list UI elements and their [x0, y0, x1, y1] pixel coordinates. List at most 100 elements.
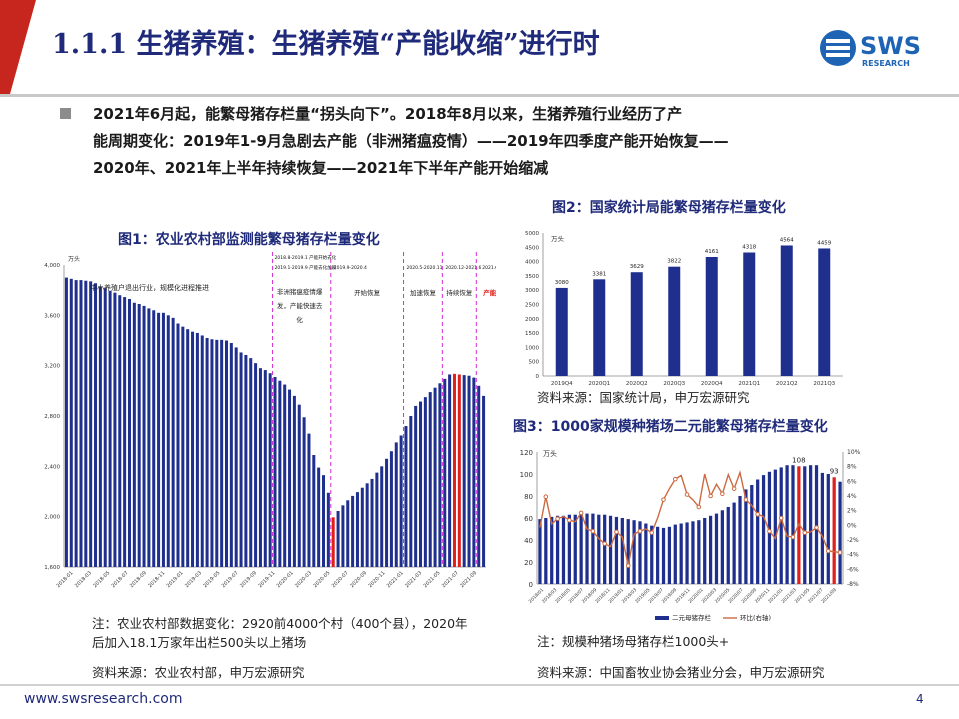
page-number: 4	[916, 692, 924, 706]
fig3-bar	[585, 513, 589, 584]
fig1-bar	[147, 308, 151, 567]
fig3-bar	[573, 514, 577, 584]
logo-subtext: RESEARCH	[862, 59, 910, 68]
fig3-y-tick-label: 0	[529, 581, 533, 589]
fig1-bar	[302, 417, 306, 567]
fig3-bar	[726, 507, 730, 584]
fig1-bar	[317, 467, 321, 567]
fig1-x-tick-label: 2019-03	[184, 570, 203, 589]
fig2-bar	[705, 256, 718, 376]
fig1-bar	[331, 517, 335, 567]
fig1-bar	[273, 376, 277, 567]
fig1-bar	[224, 340, 228, 567]
fig3-y2-tick-label: 2%	[847, 508, 857, 515]
fig3-bar	[744, 489, 748, 584]
fig2-data-label: 3822	[667, 259, 681, 265]
fig3-x-tick-label: 2021/09	[820, 587, 838, 605]
fig1-bar	[69, 278, 73, 567]
fig3-bar	[638, 521, 642, 584]
fig3-y-tick-label: 100	[520, 471, 533, 479]
fig1-bar	[288, 389, 292, 567]
fig1-bar	[457, 374, 461, 567]
fig3-bar	[626, 519, 630, 584]
fig3-bar	[756, 479, 760, 584]
sws-logo-graphic: SWS RESEARCH	[820, 30, 921, 68]
fig3-line-point	[661, 497, 666, 502]
fig1-x-tick-label: 2018-03	[74, 570, 93, 589]
fig3-y-tick-label: 20	[524, 559, 533, 567]
fig2-x-tick-label: 2021Q1	[738, 381, 760, 387]
fig1-x-tick-label: 2020-01	[276, 570, 295, 589]
fig1-bar	[113, 292, 117, 567]
fig3-bar	[538, 519, 542, 584]
fig1-bar	[186, 329, 190, 567]
fig1-x-tick-label: 2020-03	[294, 570, 313, 589]
fig3-bar	[779, 467, 783, 584]
fig1-bar	[195, 332, 199, 567]
fig2-y-unit-label: 万头	[551, 234, 565, 243]
fig1-x-tick-label: 2019-05	[202, 570, 221, 589]
fig3-y2-tick-label: 10%	[847, 449, 861, 456]
fig1-bar	[181, 326, 185, 567]
fig1-x-tick-label: 2019-01	[166, 570, 185, 589]
fig1-bar	[234, 347, 238, 567]
fig1-bar	[482, 395, 486, 567]
fig2-data-label: 4318	[742, 245, 756, 251]
fig1-x-tick-label: 2020-07	[331, 570, 350, 589]
fig1-bar	[249, 358, 253, 567]
title-bar-background	[0, 0, 959, 94]
fig3-bar	[632, 520, 636, 584]
fig3-bar	[714, 513, 719, 584]
fig3-bar	[761, 475, 766, 584]
fig2-source: 资料来源：国家统计局，申万宏源研究	[537, 390, 750, 405]
fig2-y-tick-label: 1000	[525, 345, 539, 351]
fig1-y-tick-label: 2,400	[44, 464, 60, 470]
fig1-y-tick-label: 3,200	[44, 364, 60, 370]
fig3-y-tick-label: 120	[520, 449, 533, 457]
fig1-bar	[142, 305, 146, 567]
fig3-bar	[820, 472, 825, 584]
fig1-bar	[278, 380, 282, 567]
fig2-x-tick-label: 2020Q4	[701, 381, 723, 387]
fig2-data-label: 3080	[555, 280, 569, 286]
fig3-line-point	[743, 497, 749, 502]
fig1-title: 图1：农业农村部监测能繁母猪存栏量变化	[118, 232, 380, 248]
fig1-bar	[443, 378, 447, 567]
fig1-x-tick-label: 2018-11	[147, 570, 166, 589]
fig1-bar	[370, 478, 374, 567]
fig1-phase-label-4: 加速恢复	[410, 288, 437, 297]
fig1-bar	[365, 483, 369, 567]
fig1-y-tick-label: 2,000	[44, 515, 60, 521]
fig1-bar	[161, 312, 165, 567]
fig3-y2-tick-label: 8%	[847, 464, 857, 471]
fig1-bar	[127, 298, 131, 567]
fig1-phase-label-6: 产能去化	[483, 288, 496, 297]
header-divider	[0, 94, 959, 97]
fig3-bar	[773, 469, 777, 584]
summary-bullet: 2021年6月起，能繁母猪存栏量“拐头向下”。2018年8月以来，生猪养殖行业经…	[93, 101, 923, 182]
fig2-data-label: 3381	[592, 271, 606, 277]
fig2-bar	[555, 287, 568, 376]
fig1-bar	[467, 375, 471, 567]
fig3-y2-tick-label: -4%	[847, 552, 859, 559]
title-accent-stripe	[0, 0, 36, 94]
fig3-bar	[597, 514, 601, 584]
fig1-period-label: 2020.12-2021.6	[445, 265, 481, 271]
fig1-bar	[409, 416, 413, 567]
fig3-y-unit-label: 万头	[543, 449, 557, 458]
fig1-bar	[438, 383, 442, 567]
fig3-bar	[803, 466, 807, 584]
fig1-bar	[132, 302, 136, 567]
fig3-bar	[738, 496, 742, 584]
footer-url[interactable]: www.swsresearch.com	[24, 691, 183, 707]
sws-logo: SWS RESEARCH	[818, 26, 938, 74]
fig3-line-point	[684, 492, 690, 497]
title-bar	[0, 0, 959, 94]
fig3-line-point	[720, 491, 725, 497]
summary-line-3: 2020年、2021年上半年持续恢复——2021年下半年产能开始缩减	[93, 159, 549, 177]
fig1-x-tick-label: 2021-09	[459, 570, 478, 589]
fig3-y2-tick-label: 0%	[847, 522, 857, 529]
fig3-bar	[838, 481, 842, 584]
fig1-bar	[220, 339, 224, 567]
fig1-bar	[423, 397, 427, 567]
